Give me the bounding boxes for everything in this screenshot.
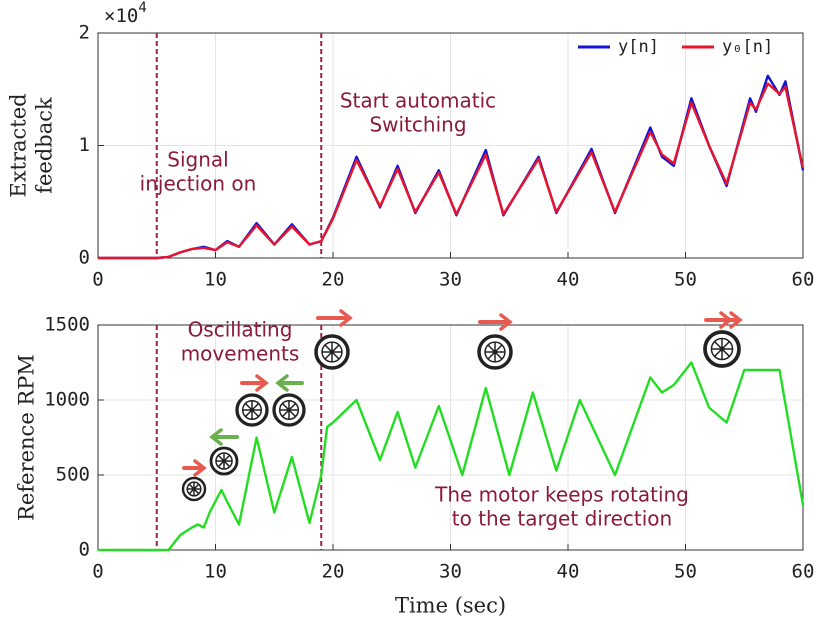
x-tick-label: 10 xyxy=(204,561,227,583)
arrow-head xyxy=(193,459,207,477)
multiplier-exponent: 4 xyxy=(138,0,146,16)
wheel-icon xyxy=(272,393,306,427)
wheel-icon xyxy=(314,334,350,370)
y-axis-label: Extracted xyxy=(7,93,31,197)
wheel-hub xyxy=(286,407,292,413)
multiplier-base: ×10 xyxy=(104,5,138,27)
arrow-head xyxy=(255,374,269,392)
wheel-icon xyxy=(209,446,239,476)
wheel-hub xyxy=(192,487,196,491)
legend-label: y₀[n] xyxy=(722,37,773,57)
wheel-icon xyxy=(477,334,513,370)
y-axis-label: feedback xyxy=(33,97,57,194)
wheel-hub xyxy=(249,407,255,413)
annotation: to the target direction xyxy=(452,507,672,531)
annotation: Signal xyxy=(167,148,228,172)
x-tick-label: 40 xyxy=(557,561,580,583)
x-tick-label: 60 xyxy=(792,269,814,291)
legend: y[n] y₀[n] xyxy=(578,37,773,57)
arrow-head xyxy=(339,309,353,327)
axis-multiplier: ×104 xyxy=(104,0,147,27)
y-tick-label: 500 xyxy=(56,464,90,486)
x-tick-label: 20 xyxy=(322,561,345,583)
arrow-head xyxy=(275,374,289,392)
annotation: Oscillating xyxy=(188,318,293,342)
x-tick-label: 50 xyxy=(674,269,697,291)
wheel-hub xyxy=(329,349,335,355)
x-tick-label: 50 xyxy=(674,561,697,583)
series-line xyxy=(98,82,805,260)
x-tick-label: 10 xyxy=(204,269,227,291)
y-tick-label: 0 xyxy=(79,247,90,269)
wheel-hub xyxy=(719,346,725,352)
annotation: Switching xyxy=(369,113,466,137)
annotation: The motor keeps rotating xyxy=(434,483,689,507)
y-tick-label: 1 xyxy=(79,134,90,156)
x-tick-label: 30 xyxy=(439,561,462,583)
legend-label: y[n] xyxy=(618,37,659,57)
series-line xyxy=(98,361,805,552)
y-tick-label: 2 xyxy=(79,22,90,44)
x-tick-label: 60 xyxy=(792,561,814,583)
plot-frame xyxy=(97,324,804,551)
wheel-hub xyxy=(492,349,498,355)
arrow-head xyxy=(499,313,513,331)
annotation: injection on xyxy=(140,172,257,196)
annotation: Start automatic xyxy=(340,89,496,113)
x-tick-label: 30 xyxy=(439,269,462,291)
x-axis-label: Time (sec) xyxy=(395,594,506,618)
wheel-icon xyxy=(235,393,269,427)
y-tick-label: 1000 xyxy=(44,389,90,411)
x-tick-label: 40 xyxy=(557,269,580,291)
plot-frame xyxy=(97,32,804,259)
wheel-icon xyxy=(703,330,741,368)
wheel-icon xyxy=(181,476,207,502)
annotation: movements xyxy=(181,342,300,366)
y-axis-label: Reference RPM xyxy=(15,354,39,521)
x-tick-label: 0 xyxy=(92,561,103,583)
y-tick-label: 0 xyxy=(79,539,90,561)
arrow-head xyxy=(729,311,743,329)
x-tick-label: 20 xyxy=(322,269,345,291)
arrow-head xyxy=(209,428,223,446)
y-tick-label: 1500 xyxy=(44,314,90,336)
x-tick-label: 0 xyxy=(92,269,103,291)
wheel-hub xyxy=(222,459,226,463)
